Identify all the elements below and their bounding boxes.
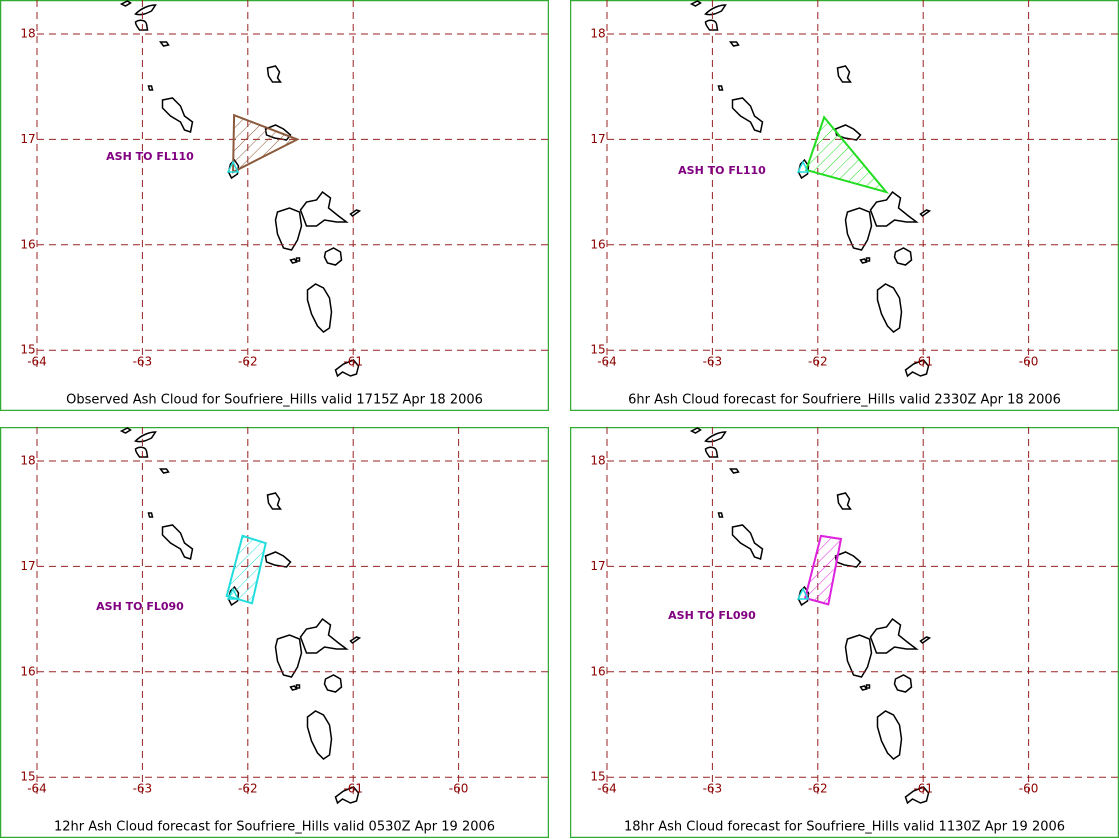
panel-frame <box>0 427 549 838</box>
map-panel: 15 16 17 18 -64 -63 -62 -61 -60 ASH TO FL110 6hr A… <box>570 0 1119 411</box>
x-tick-label: -64 <box>27 355 47 369</box>
y-tick-label: 17 <box>590 559 605 573</box>
map-panel: 15 16 17 18 -64 -63 -62 -61 ASH TO FL110 Observed… <box>0 0 549 411</box>
ash-cloud <box>804 115 890 194</box>
volcano-marker <box>226 587 240 600</box>
panel-caption: 12hr Ash Cloud forecast for Soufriere_Hi… <box>54 820 495 835</box>
y-tick-label: 16 <box>20 664 35 678</box>
y-tick-label: 16 <box>590 237 605 251</box>
panel-caption: 6hr Ash Cloud forecast for Soufriere_Hil… <box>628 393 1061 408</box>
volcano-marker <box>226 160 240 173</box>
volcano-marker <box>796 160 810 173</box>
ash-annotation: ASH TO FL110 <box>678 164 766 177</box>
y-tick-label: 17 <box>20 132 35 146</box>
y-tick-label: 18 <box>20 27 35 41</box>
ash-cloud <box>232 113 300 174</box>
x-tick-label: -63 <box>703 355 723 369</box>
y-tick-label: 17 <box>20 559 35 573</box>
x-tick-label: -60 <box>1019 355 1039 369</box>
panel-caption: Observed Ash Cloud for Soufriere_Hills v… <box>66 393 483 408</box>
x-tick-label: -62 <box>238 355 258 369</box>
x-tick-label: -62 <box>808 782 828 796</box>
x-tick-label: -61 <box>343 355 363 369</box>
y-tick-label: 15 <box>20 770 35 784</box>
x-tick-label: -61 <box>913 782 933 796</box>
ash-cloud <box>225 534 267 605</box>
x-tick-label: -60 <box>449 782 469 796</box>
y-tick-label: 15 <box>590 770 605 784</box>
x-tick-label: -64 <box>597 355 617 369</box>
x-tick-label: -62 <box>808 355 828 369</box>
x-tick-label: -64 <box>597 782 617 796</box>
x-tick-label: -64 <box>27 782 47 796</box>
volcano-marker <box>796 587 810 600</box>
ash-annotation: ASH TO FL090 <box>668 609 756 622</box>
y-tick-label: 15 <box>590 343 605 357</box>
ash-cloud <box>803 534 843 606</box>
y-tick-label: 16 <box>590 664 605 678</box>
map-panel: 15 16 17 18 -64 -63 -62 -61 -60 ASH TO FL090 18hr … <box>570 427 1119 838</box>
panel-frame <box>570 427 1119 838</box>
x-tick-label: -61 <box>913 355 933 369</box>
map-panel: 15 16 17 18 -64 -63 -62 -61 -60 ASH TO FL090 12hr … <box>0 427 549 838</box>
x-tick-label: -62 <box>238 782 258 796</box>
y-tick-label: 15 <box>20 343 35 357</box>
panel-frame <box>570 0 1119 411</box>
x-tick-label: -63 <box>703 782 723 796</box>
x-tick-label: -63 <box>133 355 153 369</box>
y-tick-label: 18 <box>590 27 605 41</box>
ash-annotation: ASH TO FL110 <box>106 150 194 163</box>
y-tick-label: 17 <box>590 132 605 146</box>
x-tick-label: -63 <box>133 782 153 796</box>
y-tick-label: 16 <box>20 237 35 251</box>
panel-caption: 18hr Ash Cloud forecast for Soufriere_Hi… <box>624 820 1065 835</box>
y-tick-label: 18 <box>590 454 605 468</box>
panel-frame <box>0 0 549 411</box>
x-tick-label: -60 <box>1019 782 1039 796</box>
ash-annotation: ASH TO FL090 <box>96 600 184 613</box>
x-tick-label: -61 <box>343 782 363 796</box>
y-tick-label: 18 <box>20 454 35 468</box>
